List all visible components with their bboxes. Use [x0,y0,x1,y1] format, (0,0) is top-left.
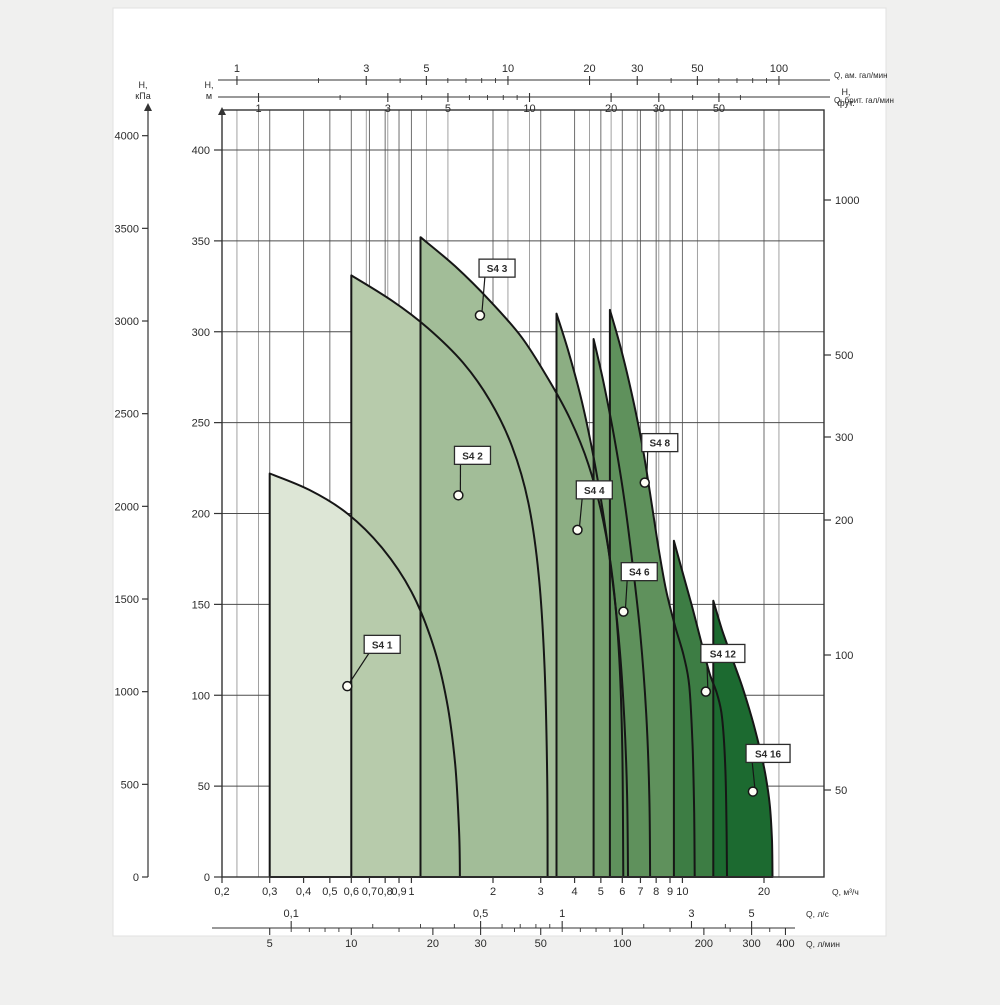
tick-label-ft: 300 [835,432,853,444]
axis-unit-m: м [206,91,212,101]
tick-label-ft: 1000 [835,195,859,207]
tick-label-impgpm: 1 [255,103,261,115]
tick-label-ls: 0,1 [284,908,299,920]
axis-unit-usgpm: Q, ам. гал/мин [834,71,888,80]
tick-label-ft: 200 [835,515,853,527]
axis-unit-m3h: Q, м³/ч [832,887,859,897]
tick-label-m3h: 8 [653,886,659,898]
tick-label-m3h: 7 [637,886,643,898]
tick-label-kpa: 4000 [115,131,139,143]
tick-label-impgpm: 50 [713,103,725,115]
tick-label-m3h: 1 [408,886,414,898]
tick-label-m: 200 [192,509,210,521]
tick-label-m3h: 3 [538,886,544,898]
tick-label-impgpm: 30 [653,103,665,115]
tick-label-lmin: 20 [427,938,439,950]
tick-label-usgpm: 5 [423,63,429,75]
tick-label-ft: 50 [835,785,847,797]
tick-label-usgpm: 10 [502,63,514,75]
pump-label: S4 2 [462,451,483,462]
tick-label-impgpm: 5 [445,103,451,115]
tick-label-m3h: 20 [758,886,770,898]
tick-label-usgpm: 30 [631,63,643,75]
axis-unit-m: H, [205,80,214,90]
tick-label-ls: 1 [559,908,565,920]
tick-label-kpa: 3000 [115,316,139,328]
tick-label-ls: 3 [688,908,694,920]
tick-label-m3h: 0,7 [362,886,377,898]
tick-label-m: 50 [198,781,210,793]
tick-label-ft: 100 [835,650,853,662]
pump-label: S4 1 [372,640,393,651]
pump-label: S4 3 [487,264,508,275]
tick-label-m: 100 [192,690,210,702]
tick-label-m3h: 10 [676,886,688,898]
tick-label-usgpm: 100 [770,63,788,75]
pump-label: S4 12 [710,649,737,660]
axis-unit-ls: Q, л/с [806,909,830,919]
tick-label-m3h: 0,9 [391,886,406,898]
tick-label-m: 250 [192,418,210,430]
curve-point-marker [748,787,757,796]
tick-label-lmin: 50 [535,938,547,950]
curve-point-marker [343,682,352,691]
tick-label-ft: 500 [835,350,853,362]
pump-label: S4 16 [755,749,782,760]
tick-label-m3h: 0,6 [344,886,359,898]
tick-label-m3h: 9 [667,886,673,898]
tick-label-m3h: 4 [572,886,578,898]
tick-label-kpa: 1500 [115,594,139,606]
axis-unit-kpa: H, [139,80,148,90]
tick-label-impgpm: 20 [605,103,617,115]
axis-unit-kpa: кПа [135,91,150,101]
tick-label-m3h: 0,5 [322,886,337,898]
curve-point-marker [573,525,582,534]
tick-label-usgpm: 20 [583,63,595,75]
tick-label-kpa: 0 [133,872,139,884]
tick-label-impgpm: 10 [523,103,535,115]
tick-label-m: 150 [192,599,210,611]
curve-point-marker [454,491,463,500]
tick-label-lmin: 10 [345,938,357,950]
tick-label-lmin: 400 [776,938,794,950]
tick-label-ls: 0,5 [473,908,488,920]
tick-label-m3h: 2 [490,886,496,898]
tick-label-m3h: 6 [619,886,625,898]
tick-label-m3h: 5 [598,886,604,898]
tick-label-lmin: 200 [695,938,713,950]
tick-label-kpa: 500 [121,779,139,791]
pump-label: S4 6 [629,568,650,579]
tick-label-m: 400 [192,145,210,157]
tick-label-m3h: 0,2 [214,886,229,898]
tick-label-kpa: 2000 [115,501,139,513]
tick-label-usgpm: 1 [234,63,240,75]
tick-label-m: 300 [192,327,210,339]
pump-label: S4 8 [649,439,670,450]
tick-label-m3h: 0,4 [296,886,311,898]
tick-label-m: 0 [204,872,210,884]
tick-label-m: 350 [192,236,210,248]
curve-point-marker [619,607,628,616]
tick-label-kpa: 3500 [115,223,139,235]
tick-label-lmin: 30 [474,938,486,950]
curve-point-marker [475,311,484,320]
curve-point-marker [701,687,710,696]
tick-label-ls: 5 [749,908,755,920]
tick-label-usgpm: 50 [691,63,703,75]
tick-label-lmin: 300 [742,938,760,950]
curve-point-marker [640,478,649,487]
tick-label-kpa: 1000 [115,687,139,699]
tick-label-kpa: 2500 [115,409,139,421]
tick-label-m3h: 0,3 [262,886,277,898]
pump-label: S4 4 [584,486,605,497]
axis-unit-lmin: Q, л/мин [806,939,840,949]
tick-label-lmin: 100 [613,938,631,950]
tick-label-usgpm: 3 [363,63,369,75]
tick-label-lmin: 5 [267,938,273,950]
tick-label-impgpm: 3 [385,103,391,115]
axis-unit-impgpm: Q, брит. гал/мин [834,96,894,105]
